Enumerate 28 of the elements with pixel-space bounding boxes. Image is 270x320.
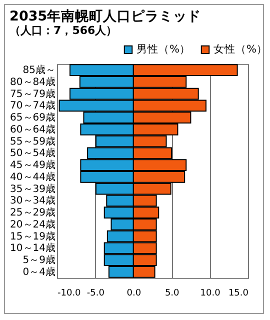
- x-tick-label: 0.0: [126, 288, 142, 298]
- y-tick-label: 20～24歳: [10, 218, 56, 230]
- y-tick-label: 60～64歳: [10, 123, 56, 136]
- x-tick-label: 15.0: [228, 288, 249, 298]
- y-tick-label: 75～79歳: [10, 88, 56, 100]
- y-tick-label: 65～69歳: [10, 112, 56, 124]
- y-tick-label: 10～14歳: [10, 242, 56, 254]
- legend-label: 女性（%）: [214, 44, 268, 56]
- y-tick-label: 80～84歳: [10, 76, 56, 88]
- y-tick-label: 40～44歳: [10, 170, 56, 183]
- chart-title: 2035年南幌町人口ピラミッド: [10, 8, 202, 24]
- y-tick-label: 5～9歳: [22, 254, 56, 266]
- legend-label: 男性（%）: [136, 44, 190, 56]
- x-tick-label: -5.0: [86, 288, 105, 298]
- y-tick-label: 70～74歳: [10, 100, 56, 112]
- y-tick-label: 45～49歳: [10, 159, 56, 172]
- y-tick-label: 30～34歳: [10, 194, 56, 207]
- y-tick-label: 15～19歳: [10, 230, 56, 242]
- chart-subtitle: （人口：7，566人）: [10, 24, 118, 37]
- x-tick-label: -10.0: [58, 288, 82, 298]
- y-tick-label: 50～54歳: [10, 147, 56, 160]
- y-tick-label: 55～59歳: [10, 135, 56, 148]
- y-tick-label: 35～39歳: [10, 182, 56, 195]
- y-tick-label: 25～29歳: [10, 206, 56, 219]
- y-tick-label: 85歳～: [22, 64, 56, 76]
- x-tick-label: 5.0: [164, 288, 180, 298]
- y-tick-label: 0～4歳: [22, 266, 56, 278]
- x-tick-label: 10.0: [200, 288, 221, 298]
